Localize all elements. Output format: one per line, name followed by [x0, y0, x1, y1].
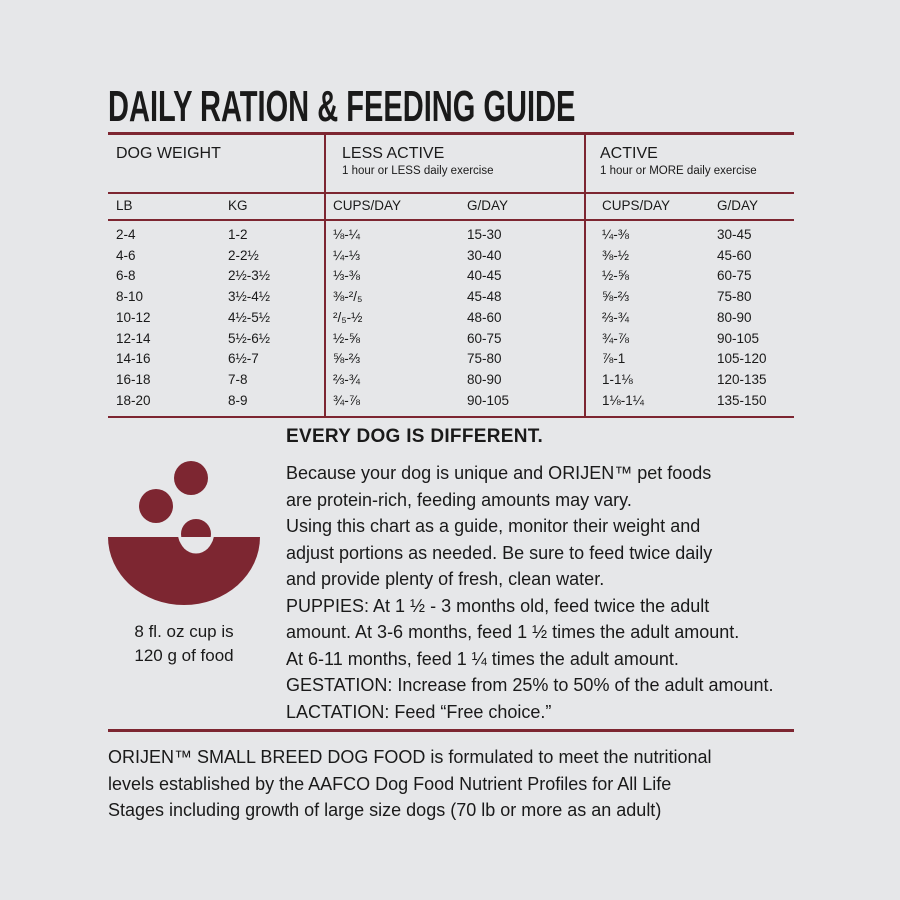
table-cell: 135-150: [717, 392, 767, 408]
cup-caption: 8 fl. oz cup is 120 g of food: [108, 620, 260, 668]
column-header: CUPS/DAY: [602, 198, 671, 213]
table-cell: 6-8: [116, 268, 136, 284]
table-cell: 8-10: [116, 289, 144, 305]
note-line: GESTATION: Increase from 25% to 50% of t…: [286, 675, 774, 695]
table-cell: 1-2: [228, 227, 248, 242]
table-cell: ½-⅝: [602, 268, 630, 284]
table-cell: ⅛-¼: [333, 227, 361, 242]
table-cell: 14-16: [116, 351, 151, 367]
table-cell: 3½-4½: [228, 289, 271, 305]
table-cell: 75-80: [717, 289, 752, 305]
table-cell: 5½-6½: [228, 330, 271, 346]
table-cell: 12-14: [116, 330, 151, 346]
column-header: LB: [116, 198, 133, 213]
note-line: adjust portions as needed. Be sure to fe…: [286, 542, 713, 563]
footer-text: ORIJEN™ SMALL BREED DOG FOOD is formulat…: [108, 744, 712, 824]
note-heading: EVERY DOG IS DIFFERENT.: [286, 426, 544, 447]
column-header: KG: [228, 198, 248, 213]
table-bottom-rule: [108, 416, 794, 418]
table-cell: 30-40: [467, 247, 502, 263]
table-cell: ¾-⅞: [333, 392, 361, 408]
table-cell: 40-45: [467, 268, 502, 284]
column-group-subtitle: 1 hour or MORE daily exercise: [600, 165, 757, 177]
table-cell: 120-135: [717, 371, 767, 387]
footer-line: levels established by the AAFCO Dog Food…: [108, 773, 672, 794]
table-cell: 8-9: [228, 392, 248, 408]
column-group-header: ACTIVE: [600, 145, 658, 162]
table-cell: 75-80: [467, 351, 502, 367]
table-cell: 90-105: [467, 392, 510, 408]
table-cell: 6½-7: [228, 351, 259, 367]
table-cell: 15-30: [467, 227, 502, 242]
table-cell: ¼-⅓: [333, 247, 361, 263]
table-cell: ½-⅝: [333, 330, 361, 346]
note-line: LACTATION: Feed “Free choice.”: [286, 701, 552, 722]
table-cell: 2-4: [116, 227, 136, 242]
table-rule: [108, 192, 794, 194]
column-header: G/DAY: [467, 198, 509, 213]
table-divider: [584, 134, 586, 417]
table-cell: 2-2½: [228, 247, 259, 263]
table-cell: 10-12: [116, 309, 151, 325]
table-cell: ⅜-²/₅: [333, 289, 363, 305]
table-cell: 48-60: [467, 309, 502, 325]
table-cell: 80-90: [717, 309, 752, 325]
footer-rule: [108, 729, 794, 732]
table-cell: 18-20: [116, 392, 151, 408]
table-cell: ²/₅-½: [333, 309, 363, 325]
table-divider: [324, 134, 326, 417]
note-text: Because your dog is unique and ORIJEN™ p…: [286, 460, 774, 725]
table-cell: 4½-5½: [228, 309, 271, 325]
table-cell: 60-75: [717, 268, 752, 284]
table-cell: 2½-3½: [228, 268, 271, 284]
table-cell: 45-60: [717, 247, 752, 263]
table-cell: 80-90: [467, 371, 502, 387]
table-cell: 45-48: [467, 289, 502, 305]
column-group-header: LESS ACTIVE: [342, 145, 445, 162]
caption-line: 8 fl. oz cup is: [134, 622, 234, 641]
table-cell: 60-75: [467, 330, 502, 346]
table-cell: 90-105: [717, 330, 760, 346]
table-cell: ⅜-½: [602, 247, 630, 263]
table-cell: 1-1⅛: [602, 371, 633, 387]
column-header: G/DAY: [717, 198, 759, 213]
note-line: At 6-11 months, feed 1 ¼ times the adult…: [286, 648, 679, 669]
table-cell: 30-45: [717, 227, 752, 242]
table-cell: ⅝-⅔: [602, 289, 630, 305]
caption-line: 120 g of food: [134, 646, 234, 665]
table-cell: ¾-⅞: [602, 330, 630, 346]
table-cell: 1⅛-1¼: [602, 392, 645, 408]
table-cell: ⅔-¾: [333, 371, 361, 387]
table-cell: ¼-⅜: [602, 227, 630, 242]
table-cell: 4-6: [116, 247, 136, 263]
table-cell: ⅓-⅜: [333, 268, 361, 284]
footer-line: ORIJEN™ SMALL BREED DOG FOOD is formulat…: [108, 747, 712, 767]
table-cell: ⅔-¾: [602, 309, 630, 325]
table-rule: [108, 219, 794, 221]
food-bowl-icon: [108, 461, 260, 605]
column-group-subtitle: 1 hour or LESS daily exercise: [342, 165, 494, 177]
table-top-rule: [108, 132, 794, 135]
column-header: CUPS/DAY: [333, 198, 402, 213]
table-cell: 105-120: [717, 351, 767, 367]
table-cell: 16-18: [116, 371, 151, 387]
column-group-header: DOG WEIGHT: [116, 145, 221, 162]
note-line: and provide plenty of fresh, clean water…: [286, 569, 605, 589]
page-title: DAILY RATION & FEEDING GUIDE: [108, 82, 576, 131]
note-line: Using this chart as a guide, monitor the…: [286, 516, 701, 536]
note-line: are protein-rich, feeding amounts may va…: [286, 489, 632, 510]
note-line: amount. At 3-6 months, feed 1 ½ times th…: [286, 622, 740, 642]
note-line: PUPPIES: At 1 ½ - 3 months old, feed twi…: [286, 595, 710, 616]
note-line: Because your dog is unique and ORIJEN™ p…: [286, 463, 712, 483]
table-cell: ⅝-⅔: [333, 351, 361, 367]
table-cell: 7-8: [228, 371, 248, 387]
table-cell: ⅞-1: [602, 351, 626, 367]
footer-line: Stages including growth of large size do…: [108, 800, 662, 820]
